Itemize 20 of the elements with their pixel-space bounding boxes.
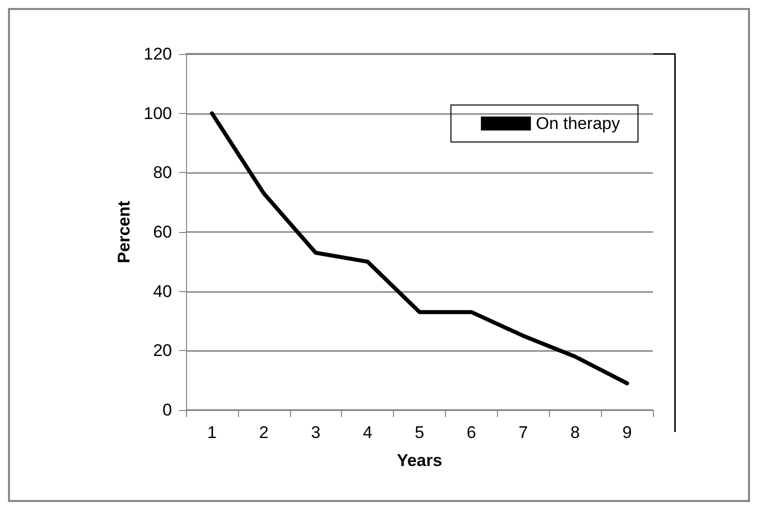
x-tick-label: 7 — [518, 423, 528, 442]
x-tick-label: 2 — [259, 423, 269, 442]
y-tick-label: 20 — [153, 341, 172, 360]
y-tick-label: 80 — [153, 163, 172, 182]
x-tick-label: 5 — [414, 423, 424, 442]
x-tick-label: 1 — [207, 423, 217, 442]
line-series — [210, 111, 630, 386]
x-axis-title: Years — [396, 451, 442, 470]
legend-label: On therapy — [536, 114, 620, 133]
x-tick-label: 4 — [362, 423, 372, 442]
x-tick-label: 3 — [310, 423, 320, 442]
y-tick-label: 0 — [162, 400, 172, 420]
x-tick-label: 8 — [570, 423, 580, 442]
y-tick-label: 40 — [153, 282, 172, 301]
x-tick-label: 9 — [622, 423, 632, 442]
y-tick-label: 100 — [144, 104, 172, 123]
y-tick-label: 60 — [153, 222, 172, 242]
x-tick-label: 6 — [466, 423, 476, 442]
y-axis-title: Percent — [114, 200, 134, 264]
y-tick-label: 120 — [144, 44, 172, 64]
